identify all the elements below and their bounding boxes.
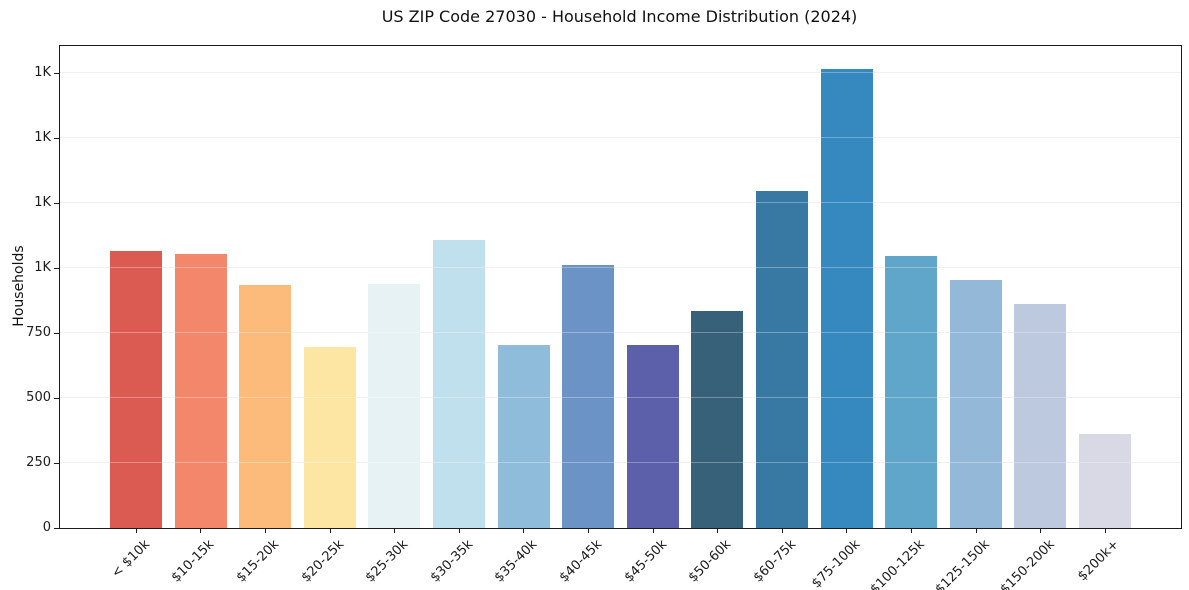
- gridline: [60, 332, 1181, 334]
- bar: [239, 285, 292, 528]
- gridline-overlay: [60, 332, 1181, 334]
- x-tick-label: $30-35k: [427, 537, 476, 586]
- y-tick-mark: [54, 267, 59, 269]
- bar: [756, 191, 808, 528]
- y-tick-mark: [54, 397, 59, 399]
- x-tick-label: $100-125k: [867, 537, 929, 590]
- y-tick-label: 1K: [34, 260, 51, 276]
- x-tick-label: $200k+: [1074, 537, 1122, 585]
- x-tick-label: $25-30k: [362, 537, 412, 586]
- y-axis-label: Households: [11, 245, 27, 327]
- x-tick-label: $125-150k: [932, 537, 993, 590]
- y-tick-mark: [54, 137, 59, 139]
- x-tick-label: $60-75k: [750, 537, 799, 586]
- bar: [626, 344, 679, 528]
- x-tick-mark: [1040, 528, 1042, 534]
- bar: [949, 280, 1002, 528]
- bar: [885, 256, 938, 528]
- x-tick-label: $45-50k: [621, 537, 670, 586]
- bar: [368, 284, 421, 528]
- gridline: [60, 462, 1181, 464]
- bar: [174, 253, 227, 528]
- gridline: [60, 267, 1181, 269]
- y-tick-label: 1K: [34, 65, 51, 81]
- y-tick-mark: [54, 527, 59, 529]
- gridline-overlay: [60, 462, 1181, 464]
- bar: [110, 250, 162, 528]
- x-tick-label: $20-25k: [298, 537, 347, 586]
- y-tick-label: 1K: [34, 195, 51, 211]
- x-tick-mark: [1104, 528, 1106, 534]
- bar: [303, 347, 356, 528]
- chart-title: US ZIP Code 27030 - Household Income Dis…: [381, 7, 858, 26]
- x-tick-mark: [717, 528, 719, 534]
- x-tick-mark: [200, 528, 202, 534]
- gridline-overlay: [60, 137, 1181, 139]
- x-tick-label: $10-15k: [169, 537, 218, 586]
- y-tick-label: 1K: [34, 130, 51, 146]
- bar: [1079, 433, 1131, 528]
- gridline: [60, 202, 1181, 204]
- x-tick-mark: [329, 528, 331, 534]
- x-tick-label: $75-100k: [809, 537, 864, 590]
- bar: [562, 265, 615, 528]
- gridline-overlay: [60, 202, 1181, 204]
- bar: [433, 239, 485, 528]
- gridline: [60, 137, 1181, 139]
- x-tick-label: < $10k: [108, 537, 153, 582]
- y-tick-label: 750: [26, 325, 51, 341]
- x-tick-label: $50-60k: [685, 537, 735, 586]
- x-tick-label: $15-20k: [233, 537, 283, 586]
- y-tick-mark: [54, 462, 59, 464]
- gridline-overlay: [60, 267, 1181, 269]
- x-tick-mark: [652, 528, 654, 534]
- x-tick-mark: [588, 528, 589, 534]
- x-tick-mark: [781, 528, 783, 534]
- x-tick-mark: [911, 528, 912, 534]
- x-tick-label: $150-200k: [997, 537, 1058, 590]
- gridline-overlay: [60, 72, 1181, 74]
- x-tick-mark: [394, 528, 396, 534]
- x-tick-mark: [523, 528, 525, 534]
- x-tick-label: $40-45k: [556, 537, 606, 586]
- y-tick-mark: [54, 72, 59, 74]
- y-tick-label: 0: [42, 520, 51, 536]
- x-tick-mark: [135, 528, 137, 534]
- x-tick-mark: [265, 528, 266, 534]
- y-tick-mark: [54, 332, 59, 334]
- bar: [820, 69, 873, 528]
- gridline: [60, 72, 1181, 74]
- x-tick-mark: [975, 528, 977, 534]
- plot-area: [59, 45, 1182, 529]
- y-tick-label: 250: [26, 455, 51, 471]
- gridline: [60, 397, 1181, 399]
- x-tick-mark: [846, 528, 848, 534]
- bar: [1014, 304, 1067, 528]
- bar: [691, 310, 744, 528]
- bar: [497, 344, 550, 528]
- x-tick-label: $35-40k: [492, 537, 541, 586]
- gridline-overlay: [60, 397, 1181, 399]
- y-tick-mark: [54, 202, 59, 204]
- y-tick-label: 500: [26, 390, 51, 406]
- x-tick-mark: [458, 528, 460, 534]
